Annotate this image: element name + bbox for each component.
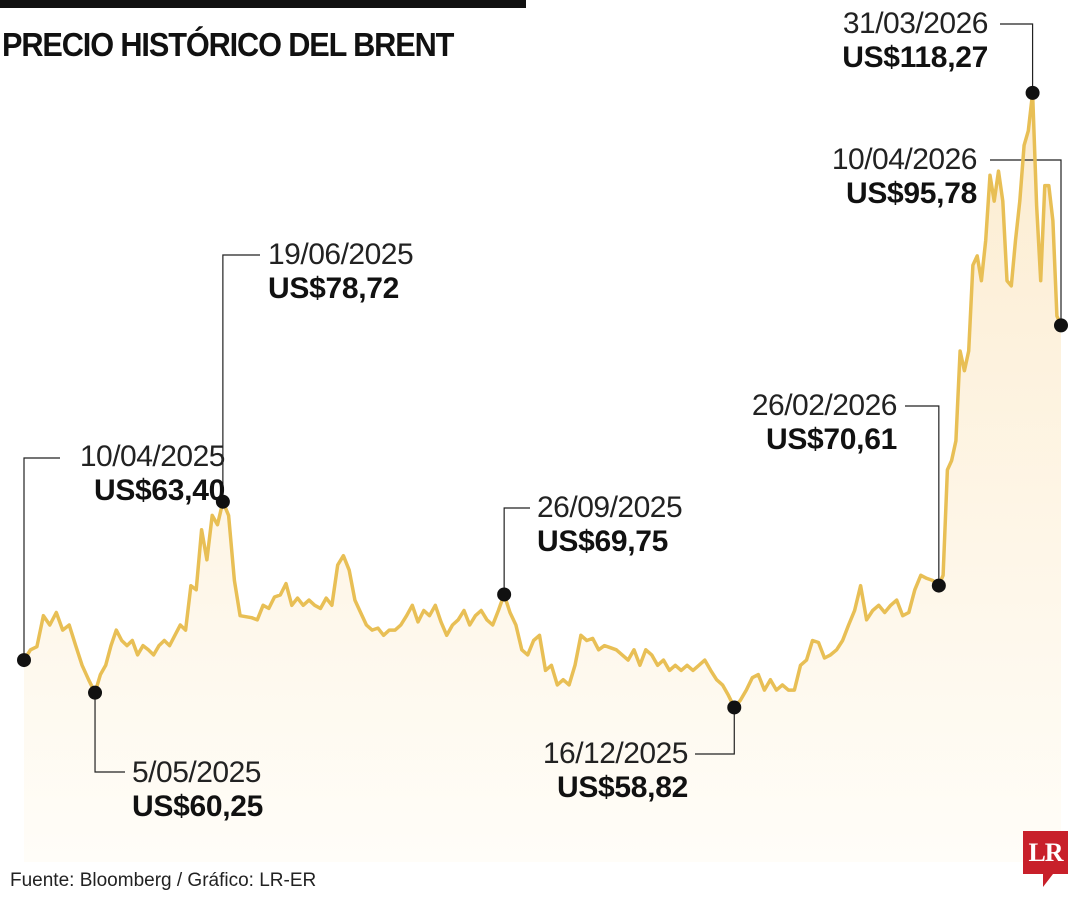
annotation-value: US$95,78 bbox=[845, 177, 977, 210]
annotation-value: US$70,61 bbox=[765, 423, 897, 456]
annotation-value: US$118,27 bbox=[842, 41, 988, 74]
annotation-label: 5/05/2025 US$60,25 bbox=[132, 756, 263, 824]
annotation-leader-line bbox=[23, 457, 60, 661]
annotation-date: 26/09/2025 bbox=[537, 491, 683, 524]
annotation-date: 10/04/2025 bbox=[79, 440, 226, 473]
annotation-marker bbox=[727, 700, 742, 715]
annotation-leader-line bbox=[905, 405, 940, 586]
annotation-marker bbox=[215, 494, 230, 509]
annotation-label: 16/12/2025 US$58,82 bbox=[542, 737, 689, 805]
annotation-value: US$58,82 bbox=[556, 771, 688, 804]
annotation-leader-line bbox=[222, 254, 260, 502]
annotation-label: 10/04/2026 US$95,78 bbox=[831, 143, 978, 211]
annotation-marker bbox=[1054, 318, 1068, 333]
lr-logo: LR bbox=[1023, 831, 1068, 887]
annotation-label: 10/04/2025 US$63,40 bbox=[79, 440, 226, 508]
annotation-marker bbox=[1025, 85, 1040, 100]
annotation-date: 16/12/2025 bbox=[542, 737, 689, 770]
source-note: Fuente: Bloomberg / Gráfico: LR-ER bbox=[10, 870, 317, 891]
price-area-fill bbox=[24, 92, 1061, 862]
annotation-label: 26/09/2025 US$69,75 bbox=[537, 491, 683, 559]
annotation-leader-line bbox=[1000, 23, 1034, 93]
annotation-value: US$60,25 bbox=[132, 790, 264, 823]
annotation-label: 31/03/2026 US$118,27 bbox=[842, 7, 988, 75]
annotation-date: 26/02/2026 bbox=[751, 389, 898, 422]
annotation-date: 10/04/2026 bbox=[831, 143, 978, 176]
annotation-marker bbox=[931, 578, 946, 593]
annotation-label: 26/02/2026 US$70,61 bbox=[751, 389, 898, 457]
annotation-value: US$69,75 bbox=[537, 525, 669, 558]
annotation-date: 19/06/2025 bbox=[268, 238, 414, 271]
annotation-value: US$63,40 bbox=[93, 474, 225, 507]
annotation-marker bbox=[497, 587, 512, 602]
annotation-label: 19/06/2025 US$78,72 bbox=[268, 238, 414, 306]
title-bar-accent bbox=[0, 0, 526, 8]
annotation-leader-line bbox=[503, 507, 530, 595]
annotation-leader-line bbox=[94, 692, 125, 773]
annotation-date: 5/05/2025 bbox=[132, 756, 261, 789]
annotation-marker bbox=[88, 685, 103, 700]
annotation-value: US$78,72 bbox=[268, 272, 400, 305]
annotation-leader-line bbox=[990, 159, 1062, 326]
chart-title: PRECIO HISTÓRICO DEL BRENT bbox=[2, 26, 454, 63]
annotation-date: 31/03/2026 bbox=[842, 7, 989, 40]
annotation-leader-line bbox=[695, 707, 735, 755]
price-line bbox=[22, 91, 1063, 710]
annotation-marker bbox=[17, 653, 31, 668]
